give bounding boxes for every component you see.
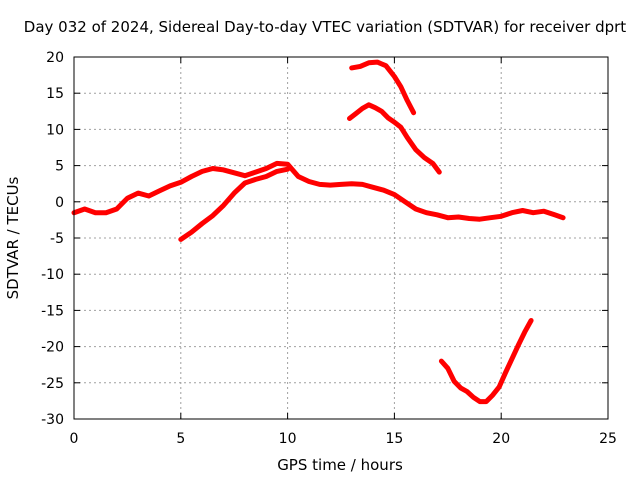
- series-group: [71, 59, 566, 405]
- y-tick-label: -10: [41, 267, 64, 283]
- x-tick-label: 0: [70, 431, 79, 447]
- x-tick-group: 0 5 10 15 20 25: [70, 57, 617, 447]
- series-lower-rising-track: [178, 166, 291, 242]
- x-tick-label: 20: [492, 431, 510, 447]
- x-axis-label: GPS time / hours: [277, 456, 403, 474]
- y-tick-label: 20: [46, 50, 64, 66]
- y-tick-label: 15: [46, 86, 64, 102]
- chart-title: Day 032 of 2024, Sidereal Day-to-day VTE…: [24, 18, 627, 36]
- x-tick-label: 5: [176, 431, 185, 447]
- y-tick-label: 5: [55, 159, 64, 175]
- series-upper-descending-track: [347, 102, 442, 175]
- y-tick-group: -30 -25 -20 -15 -10 -5 0 5 10 15 20: [41, 50, 608, 428]
- x-tick-label: 15: [385, 431, 403, 447]
- x-tick-label: 25: [599, 431, 617, 447]
- series-top-track: [349, 59, 417, 116]
- y-tick-label: -15: [41, 303, 64, 319]
- y-tick-label: 10: [46, 122, 64, 138]
- y-tick-label: -5: [50, 231, 64, 247]
- y-tick-label: -30: [41, 412, 64, 428]
- y-tick-label: 0: [55, 195, 64, 211]
- series-bottom-track: [438, 318, 534, 405]
- y-tick-label: -20: [41, 340, 64, 356]
- series-main-track: [71, 160, 566, 222]
- y-axis-label: SDTVAR / TECUs: [4, 176, 22, 299]
- x-tick-label: 10: [279, 431, 297, 447]
- y-tick-label: -25: [41, 376, 64, 392]
- grid: [74, 57, 608, 419]
